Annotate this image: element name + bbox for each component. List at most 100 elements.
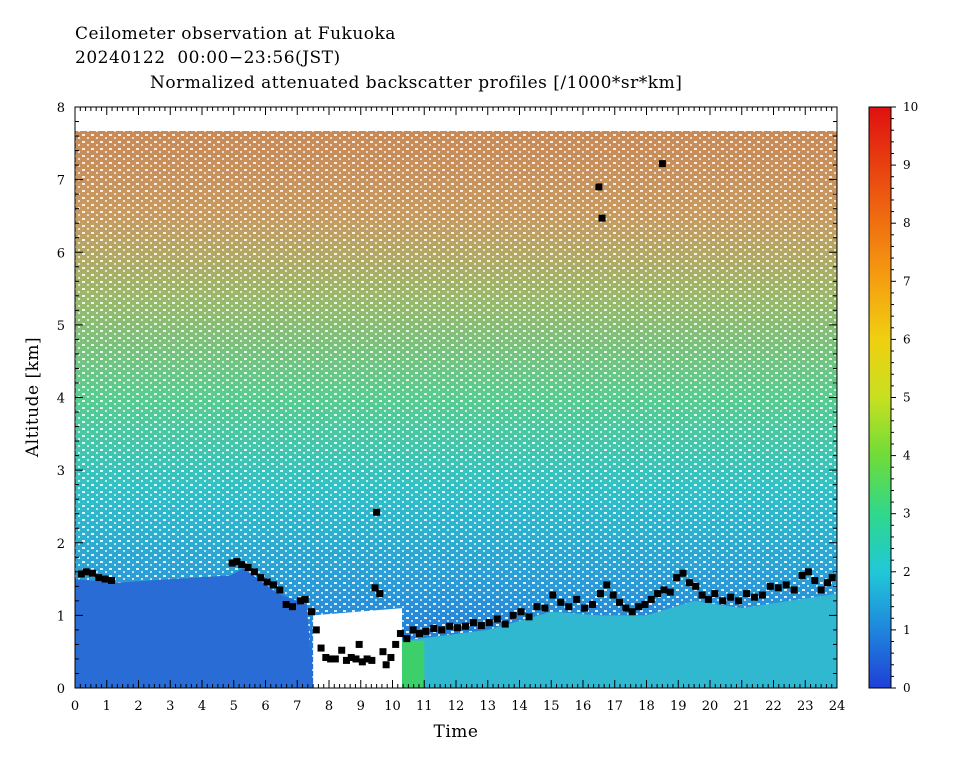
cloud-base-point	[477, 622, 485, 630]
y-tick-label: 4	[57, 392, 65, 407]
cloud-base-point	[238, 561, 246, 569]
x-tick-label: 24	[829, 699, 846, 714]
cloud-base-point	[541, 604, 549, 612]
chart-title-line3: Normalized attenuated backscatter profil…	[150, 73, 683, 93]
x-tick-label: 18	[638, 699, 655, 714]
cloud-base-point	[609, 591, 617, 599]
x-tick-label: 5	[230, 699, 238, 714]
cloud-base-point	[454, 624, 462, 632]
colorbar-tick-label: 7	[903, 274, 911, 288]
cloud-base-point	[635, 603, 643, 611]
x-tick-label: 20	[702, 699, 719, 714]
cloud-base-point	[409, 626, 417, 634]
cloud-base-point	[573, 595, 581, 603]
cloud-base-point	[782, 581, 790, 589]
cloud-base-point	[250, 568, 258, 576]
cloud-base-point	[371, 584, 379, 592]
y-tick-label: 7	[57, 174, 65, 189]
y-axis: 0 1 2 3 4 5 6 7 8	[57, 101, 837, 697]
y-tick-label: 0	[57, 682, 65, 697]
cloud-base-point	[358, 658, 366, 666]
cloud-base-point	[685, 579, 693, 587]
cloud-base-point	[327, 655, 335, 663]
colorbar-tick-label: 1	[903, 623, 911, 637]
colorbar-tick-label: 3	[903, 507, 911, 521]
cloud-base-point	[509, 611, 517, 619]
cloud-base-point	[352, 655, 360, 663]
cloud-base-point	[804, 568, 812, 576]
cloud-base-point	[446, 622, 454, 630]
cloud-base-point	[758, 591, 766, 599]
cloud-base-point	[628, 608, 636, 616]
cloud-base-point	[338, 646, 346, 654]
colorbar-tick-label: 5	[903, 391, 911, 405]
cloud-base-point	[355, 640, 363, 648]
cloud-base-point	[517, 608, 525, 616]
cloud-base-point	[387, 653, 395, 661]
cloud-base-point	[317, 644, 325, 652]
cloud-base-point	[308, 608, 316, 616]
cloud-base-point	[363, 655, 371, 663]
x-tick-label: 4	[198, 699, 206, 714]
x-tick-label: 3	[166, 699, 174, 714]
cloud-base-point	[373, 508, 381, 516]
colorbar-tick-label: 9	[903, 158, 911, 172]
cloud-base-point	[501, 620, 509, 628]
cloud-base-point	[790, 586, 798, 594]
cloud-base-point	[288, 603, 296, 611]
cloud-base-point	[244, 563, 252, 571]
cloud-base-point	[581, 604, 589, 612]
x-tick-label: 21	[733, 699, 750, 714]
x-tick-label: 19	[670, 699, 687, 714]
cloud-base-point	[828, 574, 836, 582]
cloud-base-point	[276, 586, 284, 594]
colorbar-tick-label: 0	[903, 681, 911, 695]
cloud-base-point	[233, 558, 241, 566]
cloud-base-point	[750, 593, 758, 601]
y-tick-label: 3	[57, 464, 65, 479]
cloud-base-point	[415, 630, 423, 638]
cloud-base-point	[603, 581, 611, 589]
cloud-base-point	[565, 603, 573, 611]
cloud-base-point	[382, 661, 390, 669]
cloud-base-point	[595, 183, 603, 191]
cloud-base-point	[692, 582, 700, 590]
cloud-base-point	[322, 653, 330, 661]
cloud-base-point	[654, 590, 662, 598]
colorbar-tick-label: 6	[903, 332, 911, 346]
cloud-base-point	[493, 615, 501, 623]
cloud-base-point	[438, 626, 446, 634]
cloud-base-point	[228, 559, 236, 567]
y-tick-label: 6	[57, 246, 65, 261]
cloud-base-point	[660, 586, 668, 594]
x-tick-label: 11	[416, 699, 433, 714]
cloud-base-point	[658, 160, 666, 168]
x-tick-label: 9	[357, 699, 365, 714]
cloud-base-point	[719, 597, 727, 605]
colorbar-tick-label: 2	[903, 565, 911, 579]
cloud-base-point	[622, 604, 630, 612]
x-tick-label: 17	[606, 699, 623, 714]
cloud-base-point	[88, 569, 96, 577]
y-axis-title: Altitude [km]	[23, 337, 43, 458]
x-tick-label: 13	[479, 699, 496, 714]
colorbar-tick-label: 8	[903, 216, 911, 230]
cloud-base-point	[312, 626, 320, 634]
cloud-base-point	[95, 574, 103, 582]
cloud-base-point	[376, 590, 384, 598]
cloud-base-point	[557, 598, 565, 606]
cloud-base-point	[422, 627, 430, 635]
cloud-base-point	[549, 591, 557, 599]
cloud-base-point	[811, 577, 819, 585]
boundary-layer-right	[402, 593, 837, 688]
colorbar-tick-label: 4	[903, 449, 911, 463]
chart-title-line1: Ceilometer observation at Fukuoka	[75, 24, 396, 44]
x-tick-label: 7	[293, 699, 301, 714]
cloud-base-point	[396, 630, 404, 638]
colorbar-ticks: 0 1 2 3 4 5 6 7 8 9 10	[891, 100, 918, 695]
cloud-base-points	[77, 160, 836, 669]
y-tick-label: 1	[57, 609, 65, 624]
cloud-base-point	[616, 598, 624, 606]
cloud-base-point	[77, 570, 85, 578]
